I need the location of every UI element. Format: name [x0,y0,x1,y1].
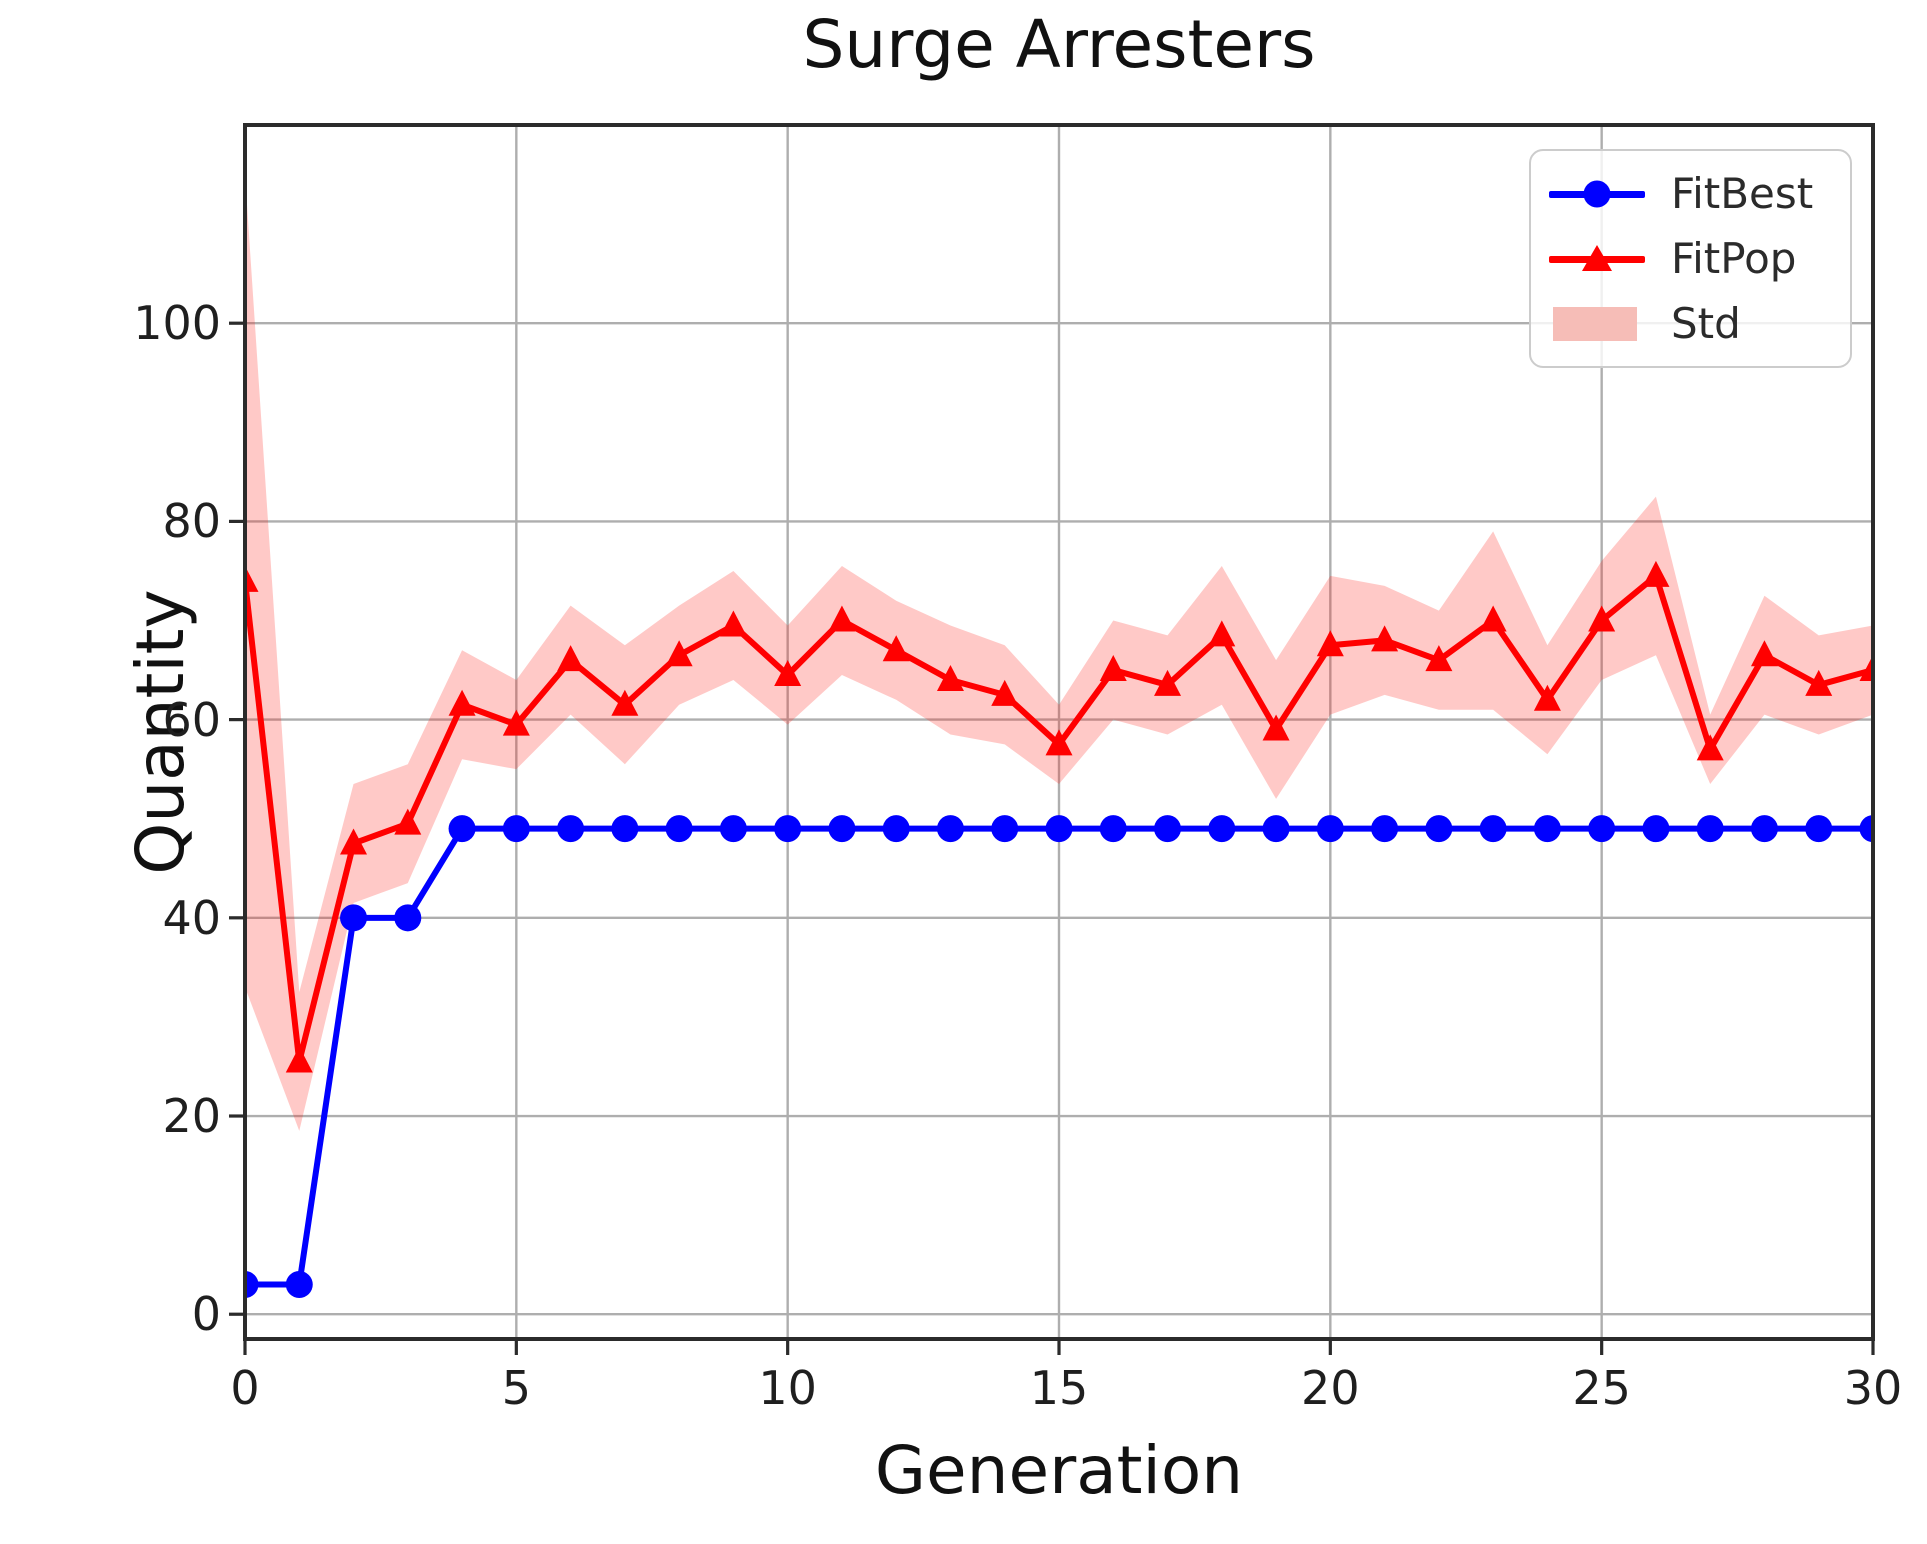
fitbest-marker [1262,815,1290,843]
std-patch-icon [1549,304,1645,344]
fitpop-marker [557,645,585,672]
chart-title: Surge Arresters [802,6,1316,83]
fitbest-marker [719,815,747,843]
x-axis-label: Generation [874,1432,1244,1509]
x-tick-label: 5 [501,1361,531,1415]
fitbest-marker [1588,815,1616,843]
y-tick-label: 100 [133,296,221,351]
legend: FitBest FitPop Std [1529,149,1852,368]
fitpop-marker [665,640,693,667]
fitbest-marker [557,815,585,843]
fitbest-marker [1533,815,1561,843]
fitbest-marker [285,1270,313,1298]
fitpop-marker [1371,625,1399,652]
fitpop-marker [1208,620,1236,647]
fitbest-marker [1316,815,1344,843]
fitbest-marker [1425,815,1453,843]
fitpop-marker [1479,605,1507,632]
fitpop-marker [340,828,368,855]
fitbest-marker [1859,815,1873,843]
y-tick-label: 20 [162,1089,221,1144]
y-tick-label: 0 [191,1287,221,1342]
fitbest-marker [448,815,476,843]
fitpop-marker [1588,605,1616,632]
fitpop-marker [285,1046,313,1073]
fitpop-marker [394,808,422,835]
legend-item-std: Std [1549,293,1832,355]
fitpop-marker [1805,669,1833,696]
x-tick-label: 10 [758,1361,817,1415]
fitbest-marker [882,815,910,843]
y-tick-label: 60 [162,692,221,747]
fitpop-marker [448,689,476,716]
fitpop-marker [1696,734,1724,761]
fitpop-marker [1750,640,1778,667]
x-tick-label: 0 [230,1361,260,1415]
fitpop-marker [1316,630,1344,657]
fitpop-marker [1642,560,1670,587]
fitpop-marker [502,709,530,736]
fitpop-marker [245,565,259,592]
y-tick-label: 80 [162,494,221,549]
fitbest-marker [340,904,368,932]
fitpop-marker [1154,669,1182,696]
legend-label-fitpop: FitPop [1671,234,1797,283]
fitpop-marker [936,664,964,691]
fitbest-marker [1642,815,1670,843]
fitbest-marker [1208,815,1236,843]
legend-label-std: Std [1671,299,1741,348]
fitbest-marker [1750,815,1778,843]
fitbest-marker [828,815,856,843]
fitpop-marker [828,605,856,632]
fitbest-marker [1371,815,1399,843]
x-tick-label: 25 [1572,1361,1631,1415]
fitpop-marker [882,635,910,662]
x-tick-label: 15 [1029,1361,1089,1415]
fitbest-marker [394,904,422,932]
fitpop-marker [1425,645,1453,672]
fitpop-marker [991,679,1019,706]
fitpop-marker [774,660,802,687]
fitpop-marker [719,610,747,637]
legend-label-fitbest: FitBest [1671,169,1814,218]
fitbest-marker [502,815,530,843]
fitbest-marker [1154,815,1182,843]
legend-item-fitpop: FitPop [1549,228,1832,290]
fitbest-marker [611,815,639,843]
fitbest-marker [1479,815,1507,843]
fitbest-marker [1099,815,1127,843]
fitpop-marker [1262,714,1290,741]
x-tick-label: 20 [1301,1361,1360,1415]
fitpop-line-marker-icon [1549,239,1645,279]
fitbest-marker [1805,815,1833,843]
fitpop-marker [1859,655,1873,682]
fitbest-marker [1045,815,1073,843]
axes-spines [243,123,1875,1341]
fitbest-marker [1696,815,1724,843]
y-tick-label: 40 [162,890,221,945]
fitpop-marker [1533,684,1561,711]
fitpop-marker [1045,729,1073,756]
legend-item-fitbest: FitBest [1549,163,1832,225]
fitbest-marker [774,815,802,843]
fitbest-marker [936,815,964,843]
x-tick-label: 30 [1843,1361,1903,1415]
fitbest-marker [245,1270,259,1298]
fitbest-marker [665,815,693,843]
fitbest-line-marker-icon [1549,174,1645,214]
fitpop-marker [1099,655,1127,682]
fitbest-marker [991,815,1019,843]
fitpop-marker [611,689,639,716]
